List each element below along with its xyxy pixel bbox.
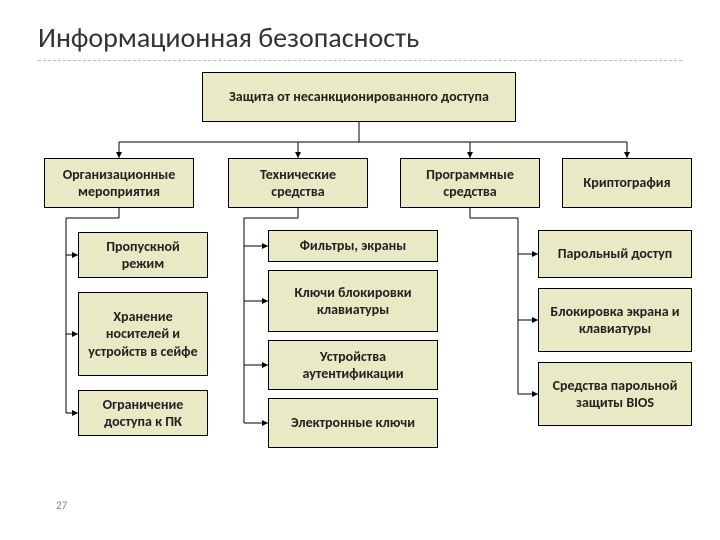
box-category-crypto: Криптография <box>562 158 692 208</box>
slide: { "page": { "title": "Информационная без… <box>0 0 720 540</box>
box-root: Защита от несанкционированного доступа <box>202 72 516 122</box>
box-category-org: Организационные мероприятия <box>44 158 194 208</box>
page-title: Информационная безопасность <box>38 20 419 55</box>
page-number: 27 <box>56 499 67 512</box>
title-divider <box>38 60 682 61</box>
box-tech-4: Электронные ключи <box>268 398 438 448</box>
box-org-1: Пропускной режим <box>78 232 208 278</box>
box-soft-1: Парольный доступ <box>538 230 692 278</box>
box-category-tech: Технические средства <box>228 158 368 208</box>
box-soft-3: Средства парольной защиты BIOS <box>538 362 692 426</box>
box-tech-2: Ключи блокировки клавиатуры <box>268 270 438 332</box>
box-soft-2: Блокировка экрана и клавиатуры <box>538 288 692 352</box>
box-category-soft: Программные средства <box>400 158 540 208</box>
box-tech-3: Устройства аутентификации <box>268 340 438 390</box>
box-tech-1: Фильтры, экраны <box>268 230 438 262</box>
box-org-2: Хранение носителей и устройств в сейфе <box>78 292 208 376</box>
box-org-3: Ограничение доступа к ПК <box>78 390 208 436</box>
